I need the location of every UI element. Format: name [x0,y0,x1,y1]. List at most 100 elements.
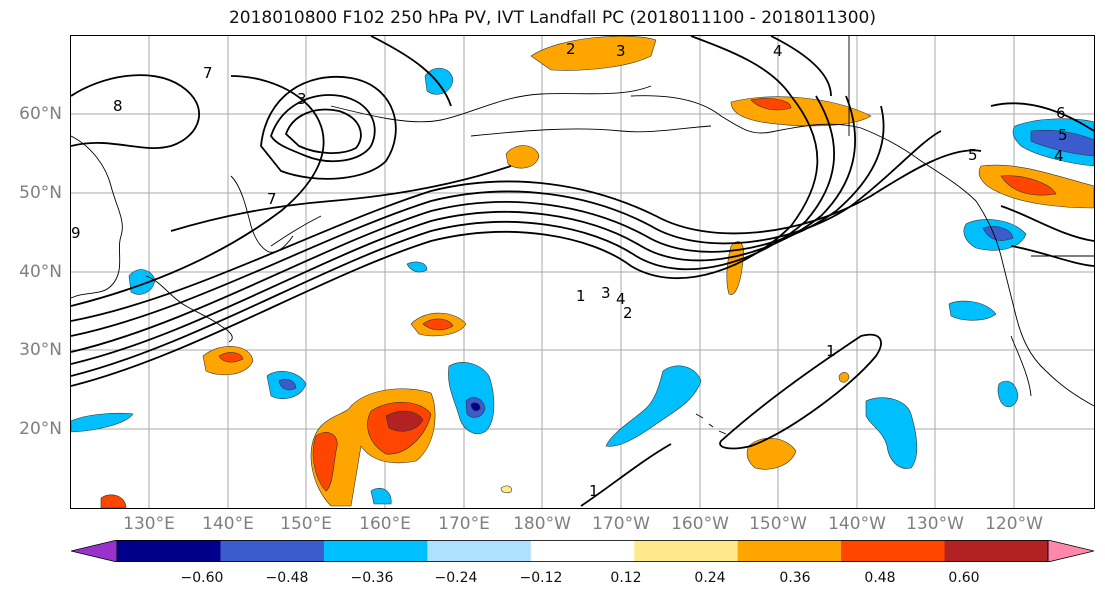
pv-contour [260,76,397,180]
ivt-shading [71,36,1094,508]
negative-patch [278,378,297,391]
positive-patch [530,36,657,71]
contour-label: 5 [1058,126,1068,144]
contour-label: 4 [773,42,783,60]
longitude-label: 130°E [123,514,175,534]
pv-contour [370,36,452,107]
map-panel: 2 3 4 7 8 3 7 5 5 4 6 9 1 3 4 2 1 1 [70,35,1095,509]
colorbar-tick-label: 0.60 [948,570,980,586]
positive-patch [746,438,797,470]
pv-contour [719,333,882,450]
colorbar-segment [530,540,635,562]
negative-patch [406,261,428,273]
longitude-label: 130°W [906,514,964,534]
coastline-kurils [270,215,322,247]
graticule [71,36,1094,508]
map-canvas: 2 3 4 7 8 3 7 5 5 4 6 9 1 3 4 2 1 1 [71,36,1094,508]
latitude-label: 20°N [19,419,62,439]
positive-patch [1000,175,1057,196]
coastline-namerica [975,200,1094,407]
colorbar-tick-label: −0.24 [434,570,478,586]
negative-patch [424,67,454,95]
colorbar-segment [427,540,532,562]
coastline-asia [71,135,123,299]
colorbar-segment [841,540,946,562]
pv-contour [170,165,512,232]
contour-label: 3 [616,42,626,60]
pv-contour [71,95,856,365]
longitude-label: 180°W [513,514,571,534]
positive-patch [500,485,512,494]
latitude-label: 60°N [19,104,62,124]
latitude-label: 30°N [19,340,62,360]
pv-contour [71,130,942,337]
contour-label-group: 2 3 4 7 8 3 7 5 5 4 6 9 1 3 4 2 1 1 [71,40,1068,500]
positive-patch [100,494,127,508]
colorbar-segment [737,540,842,562]
coastline-hawaii [695,413,727,435]
pv-contour [1010,245,1094,267]
colorbar-segment [323,540,428,562]
negative-patch [982,226,1014,241]
colorbar-tick-label: 0.12 [610,570,642,586]
positive-patch [422,318,454,331]
pv-contour [71,36,819,387]
longitude-label: 120°W [985,514,1043,534]
negative-patch [865,397,918,469]
positive-patch [218,352,244,363]
colorbar-extension-high [1047,539,1095,563]
colorbar-tick-label: −0.12 [519,570,563,586]
colorbar-tick-label: 0.24 [694,570,726,586]
negative-patch [605,365,702,447]
latitude-label: 50°N [19,183,62,203]
contour-label: 1 [826,342,836,360]
negative-patch [370,487,392,505]
contour-label: 3 [297,90,307,108]
colorbar-tick-label: −0.60 [180,570,224,586]
pv-contour [71,105,885,353]
pv-contour [990,102,1094,132]
colorbar-tick-label: 0.36 [779,570,811,586]
latitude-label: 40°N [19,262,62,282]
pv-contour [71,74,200,150]
colorbar-extension-low [70,539,118,563]
longitude-label: 160°E [359,514,411,534]
longitude-label: 160°W [671,514,729,534]
colorbar-segment [944,540,1049,562]
colorbar-tick-label: −0.48 [265,570,309,586]
pv-contours [71,36,1094,507]
contour-label: 6 [1056,104,1066,122]
positive-patch [505,145,540,169]
negative-patch [470,402,481,412]
contour-label: 2 [566,40,576,58]
map-title: 2018010800 F102 250 hPa PV, IVT Landfall… [228,8,876,28]
contour-label: 3 [601,284,611,302]
longitude-label: 170°W [592,514,650,534]
negative-patch [71,412,134,433]
colorbar-graphic [70,539,1095,563]
pv-contour [580,443,672,507]
coastline-siberia [330,85,652,123]
longitude-label: 140°E [202,514,254,534]
longitude-label: 150°E [280,514,332,534]
colorbar-segment [220,540,325,562]
coastlines [71,36,1094,435]
colorbar [70,539,1095,563]
colorbar-tick-label: −0.36 [350,570,394,586]
contour-label: 1 [576,287,586,305]
positive-patch [312,432,338,492]
pv-contour [270,94,376,163]
colorbar-segment [117,540,221,562]
positive-patch [750,98,792,111]
longitude-label: 150°W [749,514,807,534]
contour-label: 8 [113,97,123,115]
coastline-aleutians [470,125,712,137]
pv-contour [770,36,832,97]
positive-patch [385,410,424,432]
colorbar-segment [634,540,739,562]
negative-patch [1030,129,1094,157]
contour-label: 7 [267,190,277,208]
longitude-label: 140°W [828,514,886,534]
negative-patch [997,380,1019,408]
contour-label: 7 [203,64,213,82]
